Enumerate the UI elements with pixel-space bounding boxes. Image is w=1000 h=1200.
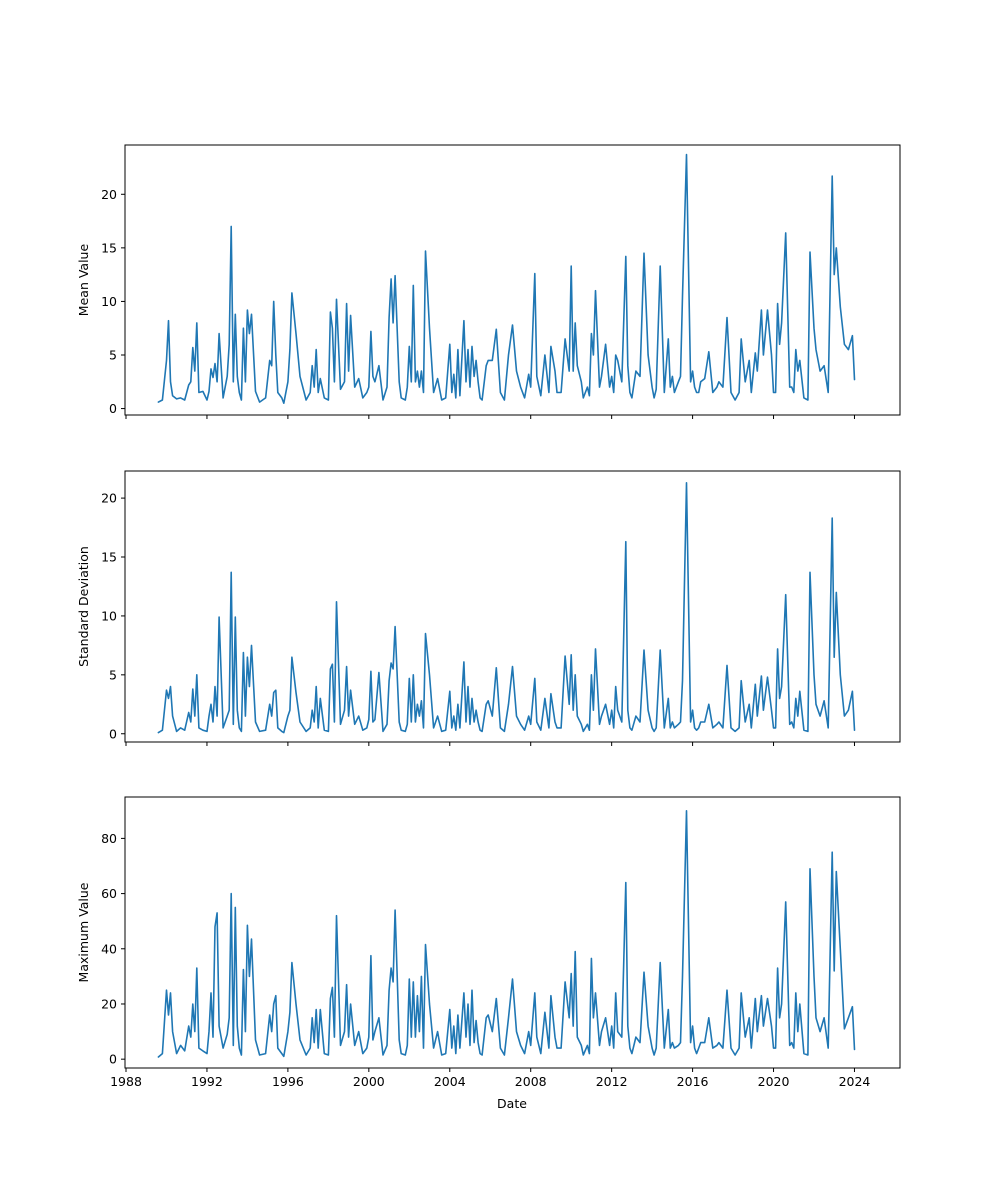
y-tick-label: 20 (101, 491, 117, 506)
y-tick-label: 5 (109, 348, 117, 363)
y-tick-label: 10 (101, 294, 117, 309)
y-tick-label: 5 (109, 667, 117, 682)
series-line-panel-1 (157, 153, 856, 405)
y-tick-label: 15 (101, 550, 117, 565)
x-axis-label: Date (497, 1096, 527, 1111)
series-line-panel-3 (157, 809, 856, 1058)
x-tick-label: 2000 (353, 1074, 385, 1089)
axes-frame (124, 144, 901, 416)
x-tick-label: 2024 (839, 1074, 871, 1089)
y-tick-label: 0 (109, 401, 117, 416)
panel-3: 0 20 40 60 80 1988 1992 1996 2000 2004 2008 2012 201… (76, 796, 901, 1089)
y-tick-label: 20 (101, 996, 117, 1011)
axes-frame (124, 796, 901, 1069)
x-tick-label: 1988 (110, 1074, 142, 1089)
y-tick-label: 0 (109, 1052, 117, 1067)
y-tick-label: 10 (101, 608, 117, 623)
x-tick-label: 1992 (191, 1074, 223, 1089)
panel-1: 0 5 10 15 20 Mean Value (76, 144, 901, 419)
x-tick-label: 2016 (677, 1074, 709, 1089)
x-tick-label: 2008 (515, 1074, 547, 1089)
y-tick-label: 20 (101, 187, 117, 202)
y-tick-label: 40 (101, 941, 117, 956)
series-line-panel-2 (157, 481, 856, 734)
y-axis-label-panel-2: Standard Deviation (76, 546, 91, 667)
y-axis-label-panel-3: Maximum Value (76, 882, 91, 982)
axes-frame (124, 470, 901, 743)
panel-2: 0 5 10 15 20 Standard Deviation (76, 470, 901, 746)
y-tick-label: 60 (101, 886, 117, 901)
x-tick-label: 1996 (272, 1074, 304, 1089)
x-tick-label: 2020 (758, 1074, 790, 1089)
y-tick-label: 80 (101, 831, 117, 846)
y-axis-label-panel-1: Mean Value (76, 244, 91, 317)
panels: 0 5 10 15 20 Mean Value 0 5 10 15 20 Standard Devia… (76, 144, 901, 1089)
y-tick-label: 15 (101, 240, 117, 255)
x-tick-label: 2004 (434, 1074, 466, 1089)
y-tick-label: 0 (109, 726, 117, 741)
x-tick-label: 2012 (596, 1074, 628, 1089)
